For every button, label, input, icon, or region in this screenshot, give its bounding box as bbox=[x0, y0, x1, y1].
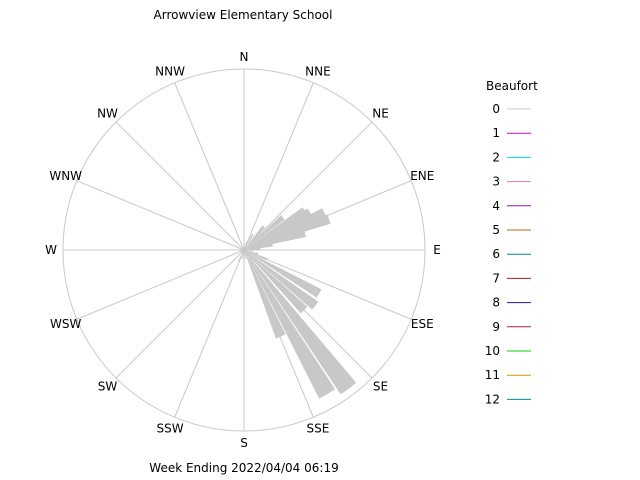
legend-label-7: 7 bbox=[492, 271, 500, 285]
direction-label-w: W bbox=[45, 243, 57, 257]
direction-label-nne: NNE bbox=[305, 65, 331, 79]
legend-title: Beaufort bbox=[486, 79, 538, 93]
direction-label-sw: SW bbox=[98, 380, 118, 394]
direction-label-n: N bbox=[240, 50, 249, 64]
direction-label-ese: ESE bbox=[411, 317, 434, 331]
legend-label-12: 12 bbox=[485, 392, 500, 406]
legend-label-4: 4 bbox=[492, 199, 500, 213]
spoke-ne bbox=[243, 121, 373, 251]
petal-16 bbox=[244, 250, 319, 310]
direction-label-ssw: SSW bbox=[157, 421, 184, 435]
legend-label-10: 10 bbox=[485, 344, 500, 358]
legend-label-0: 0 bbox=[492, 102, 500, 116]
spoke-se bbox=[243, 249, 373, 379]
legend-label-2: 2 bbox=[492, 150, 500, 164]
spoke-sw bbox=[115, 249, 245, 379]
legend-label-5: 5 bbox=[492, 223, 500, 237]
chart-footer: Week Ending 2022/04/04 06:19 bbox=[149, 461, 338, 475]
spoke-ene bbox=[243, 180, 412, 251]
petal-5 bbox=[244, 207, 307, 250]
petal-19 bbox=[244, 250, 336, 399]
petal-7 bbox=[244, 208, 327, 250]
direction-label-wnw: WNW bbox=[49, 169, 82, 183]
direction-label-wsw: WSW bbox=[50, 317, 81, 331]
petal-15 bbox=[244, 250, 322, 298]
direction-label-sse: SSE bbox=[306, 421, 329, 435]
petal-9 bbox=[244, 230, 306, 250]
grid-layer bbox=[62, 68, 426, 432]
legend-label-9: 9 bbox=[492, 320, 500, 334]
petal-20 bbox=[244, 250, 286, 339]
spoke-nw bbox=[115, 121, 245, 251]
spoke-wsw bbox=[76, 249, 245, 320]
petal-4 bbox=[244, 215, 285, 250]
legend-label-6: 6 bbox=[492, 247, 500, 261]
spoke-ese bbox=[243, 249, 412, 320]
petal-2 bbox=[244, 233, 254, 250]
petal-18 bbox=[244, 250, 357, 395]
legend-label-3: 3 bbox=[492, 175, 500, 189]
direction-label-nw: NW bbox=[97, 107, 118, 121]
petal-10 bbox=[244, 243, 273, 250]
chart-title: Arrowview Elementary School bbox=[154, 8, 333, 22]
spoke-ssw bbox=[174, 249, 245, 418]
direction-label-e: E bbox=[433, 243, 441, 257]
spoke-sse bbox=[243, 249, 314, 418]
petal-6 bbox=[244, 208, 312, 250]
direction-label-s: S bbox=[240, 436, 248, 450]
direction-label-nnw: NNW bbox=[155, 65, 185, 79]
direction-label-ne: NE bbox=[372, 107, 389, 121]
spoke-wnw bbox=[76, 180, 245, 251]
spoke-nnw bbox=[174, 82, 245, 251]
legend-label-8: 8 bbox=[492, 296, 500, 310]
direction-labels: N NNE NE ENE E ESE SE SSE S SSW SW WSW W WNW NW NNW bbox=[45, 50, 441, 450]
legend-label-1: 1 bbox=[492, 126, 500, 140]
direction-label-ene: ENE bbox=[410, 169, 434, 183]
petal-11 bbox=[244, 247, 261, 250]
spoke-nne bbox=[243, 82, 314, 251]
legend-label-11: 11 bbox=[485, 368, 500, 382]
petal-3 bbox=[244, 225, 266, 250]
direction-label-se: SE bbox=[373, 380, 388, 394]
